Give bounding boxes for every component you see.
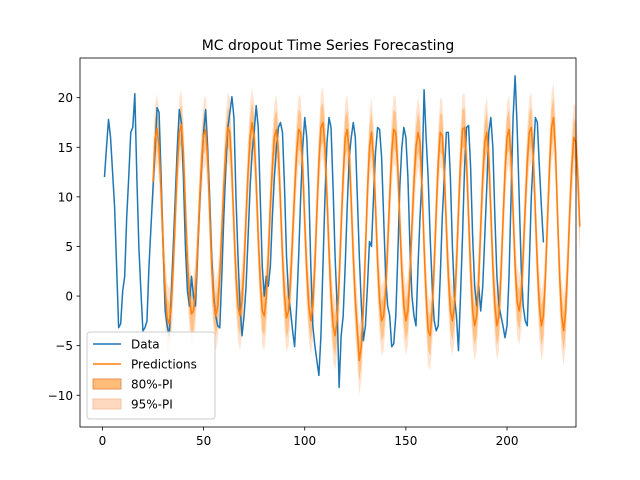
legend: Data Predictions 80%-PI 95%-PI bbox=[86, 331, 216, 420]
axes-layer: 0 50 100 150 200 −10 −5 0 5 10 15 20 bbox=[48, 57, 577, 448]
predictions-line bbox=[152, 116, 581, 362]
chart-title: MC dropout Time Series Forecasting bbox=[202, 38, 455, 54]
x-tick-label: 150 bbox=[394, 434, 417, 448]
data-line bbox=[103, 75, 545, 389]
x-tick-label: 0 bbox=[99, 434, 107, 448]
x-tick-label: 100 bbox=[293, 434, 316, 448]
y-tick-label: 10 bbox=[58, 190, 73, 204]
legend-label-pi80: 80%-PI bbox=[131, 378, 173, 392]
legend-swatch-pi80 bbox=[92, 378, 122, 390]
legend-label-pi95: 95%-PI bbox=[131, 398, 173, 412]
y-tick-label: 5 bbox=[65, 240, 73, 254]
y-tick-label: −5 bbox=[55, 339, 73, 353]
x-tick-label: 50 bbox=[196, 434, 211, 448]
y-tick-label: 20 bbox=[58, 91, 73, 105]
legend-label-data: Data bbox=[131, 338, 160, 352]
legend-box bbox=[86, 331, 216, 420]
legend-swatch-pi95 bbox=[92, 398, 122, 410]
y-tick-label: 15 bbox=[58, 141, 73, 155]
line-layer bbox=[103, 75, 581, 389]
legend-label-predictions: Predictions bbox=[131, 358, 197, 372]
plot-frame bbox=[79, 57, 577, 428]
y-tick-label: 0 bbox=[65, 290, 73, 304]
x-tick-label: 200 bbox=[496, 434, 519, 448]
y-tick-label: −10 bbox=[48, 389, 73, 403]
